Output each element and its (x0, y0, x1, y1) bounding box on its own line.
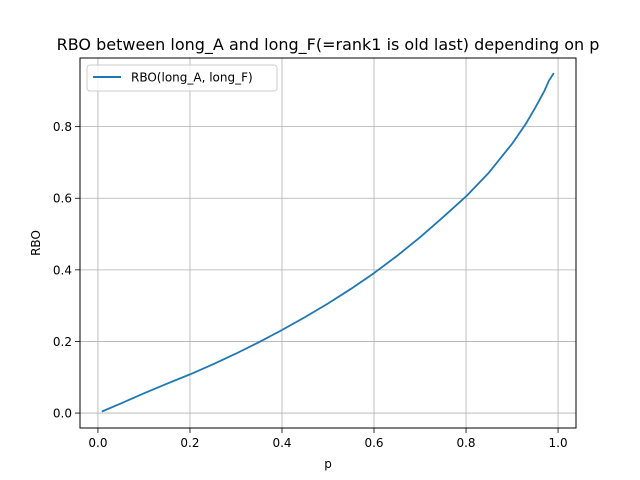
x-tick-label: 1.0 (549, 436, 568, 450)
x-tick-label: 0.2 (180, 436, 199, 450)
legend-entry: RBO(long_A, long_F) (131, 71, 253, 85)
y-tick-label: 0.6 (53, 192, 72, 206)
series-line (101, 72, 555, 413)
x-axis-label: p (324, 457, 332, 471)
x-tick-label: 0.0 (88, 436, 107, 450)
ticks: 0.0 0.2 0.4 0.6 0.8 1.0 0.0 0.2 0.4 0.6 0.8 (53, 120, 568, 450)
x-tick-label: 0.8 (456, 436, 475, 450)
y-tick-label: 0.4 (53, 263, 72, 277)
y-tick-label: 0.2 (53, 335, 72, 349)
x-tick-label: 0.4 (272, 436, 291, 450)
y-tick-label: 0.8 (53, 120, 72, 134)
legend-box (86, 64, 278, 92)
y-axis-label: RBO (29, 230, 43, 256)
chart-title: RBO between long_A and long_F(=rank1 is … (57, 35, 600, 55)
legend: RBO(long_A, long_F) (86, 64, 278, 92)
x-tick-label: 0.6 (364, 436, 383, 450)
plot-frame (79, 57, 577, 429)
grid (80, 58, 576, 428)
y-tick-label: 0.0 (53, 407, 72, 421)
series-layer (101, 72, 555, 413)
